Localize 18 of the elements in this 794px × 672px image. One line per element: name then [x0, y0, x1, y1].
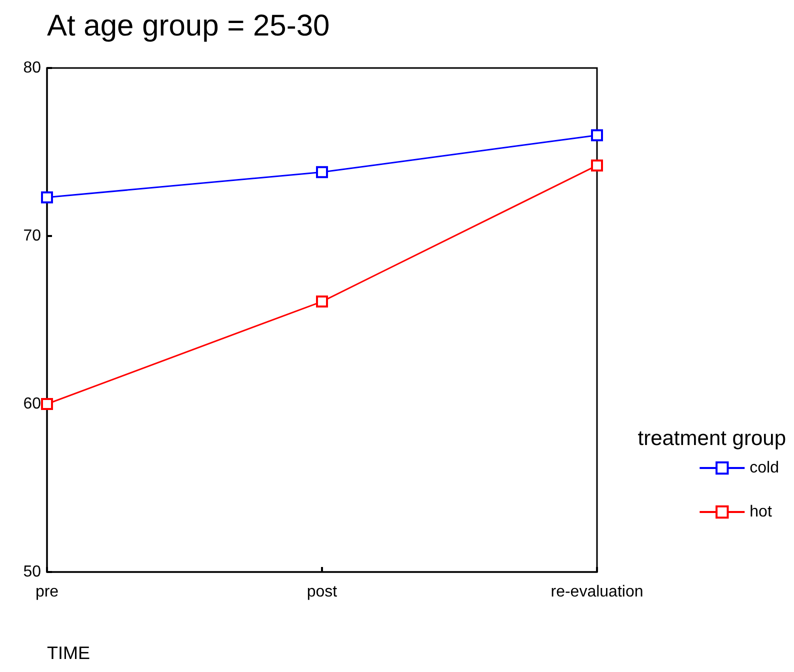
point — [316, 166, 328, 178]
legend-label: cold — [750, 460, 780, 476]
chart-title: At age group = 25-30 — [47, 10, 330, 42]
x-tick-label: post — [306, 584, 338, 600]
point — [591, 129, 603, 142]
x-tick-label: re-evaluation — [550, 584, 644, 600]
point — [316, 296, 328, 308]
y-tick-label: 50 — [23, 564, 42, 580]
legend-title: treatment group — [638, 427, 786, 450]
point — [591, 159, 603, 172]
y-tick-label: 60 — [23, 396, 42, 412]
x-tick-label: pre — [35, 584, 59, 600]
x-axis-title: TIME — [47, 643, 90, 663]
point — [41, 191, 53, 204]
y-tick-label: 70 — [23, 228, 42, 244]
point — [41, 398, 53, 410]
legend-label: hot — [750, 504, 772, 520]
y-tick-label: 80 — [23, 60, 42, 76]
